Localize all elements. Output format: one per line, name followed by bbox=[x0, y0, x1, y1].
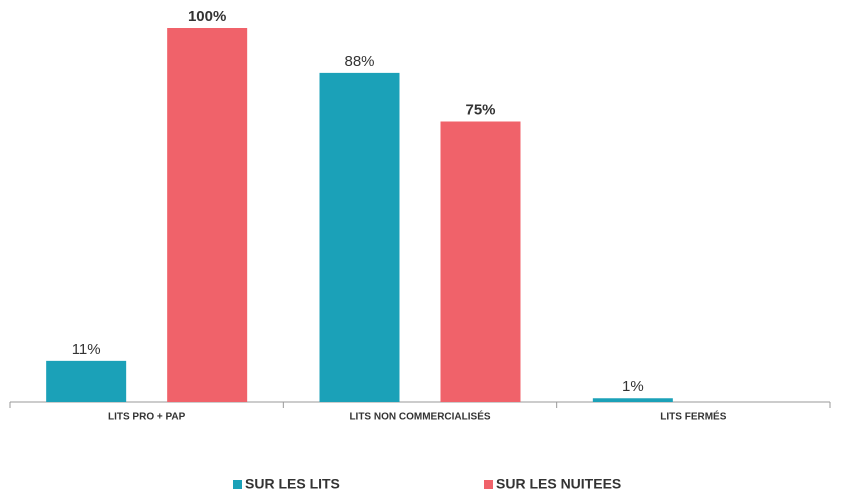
x-tick-label: LITS PRO + PAP bbox=[108, 412, 186, 423]
value-label: 88% bbox=[344, 53, 374, 70]
value-label: 1% bbox=[622, 378, 644, 395]
legend-label: SUR LES NUITEES bbox=[496, 476, 621, 492]
bar bbox=[440, 121, 521, 402]
legend-label: SUR LES LITS bbox=[245, 476, 340, 492]
x-tick-label: LITS NON COMMERCIALISÉS bbox=[349, 410, 490, 423]
bar bbox=[319, 72, 400, 402]
legend-swatch bbox=[484, 480, 493, 489]
value-label: 100% bbox=[188, 8, 226, 25]
x-tick-label: LITS FERMÉS bbox=[660, 410, 726, 423]
legend-swatch bbox=[233, 480, 242, 489]
value-label: 11% bbox=[72, 341, 101, 358]
value-label: 75% bbox=[465, 101, 495, 118]
bar bbox=[167, 28, 248, 402]
bar bbox=[46, 360, 127, 402]
bar bbox=[592, 398, 673, 402]
